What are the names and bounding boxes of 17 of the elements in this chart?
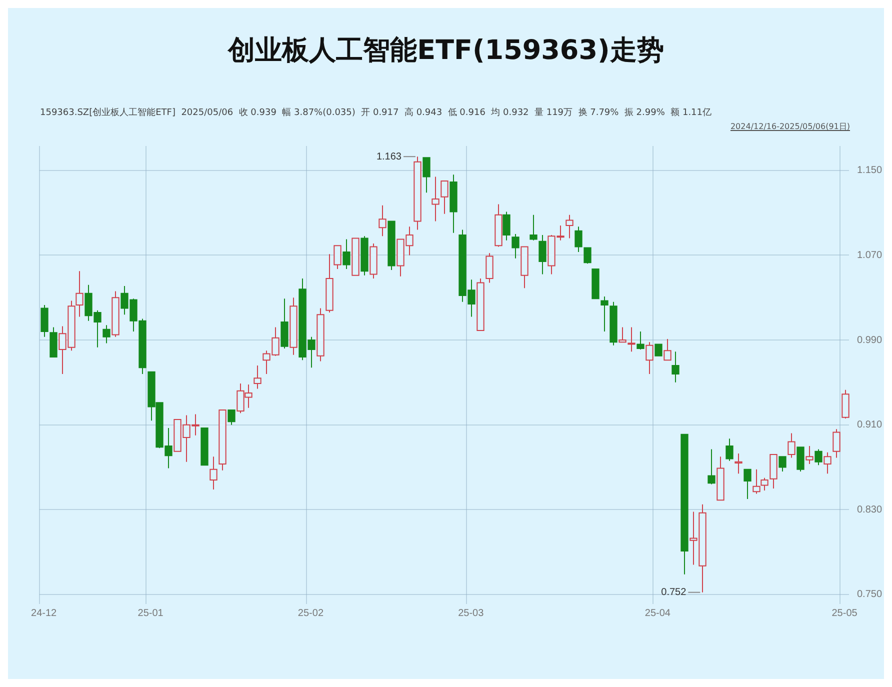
y-tick-label: 0.990: [856, 334, 882, 346]
y-tick-label: 0.910: [856, 420, 882, 431]
text: 2024/12/16-2025/05/06(91日): [729, 121, 850, 132]
y-tick-label: 1.070: [856, 250, 882, 261]
x-tick-label: 25-01: [138, 608, 164, 619]
y-tick-label: 0.750: [856, 589, 882, 600]
x-tick-label: 24-12: [31, 608, 58, 619]
x-tick-label: 25-03: [458, 608, 484, 619]
annotation: 1.163: [376, 151, 402, 162]
chart-subtitle: 159363.SZ[创业板人工智能ETF] 2025/05/06 收 0.939 幅 3.87%(0.035) 开 0.917 高 0.943 低 0.916 均 0.932 量 119万 换 7.79% 振 2.99% 额 1.11亿: [40, 106, 713, 119]
chart-title: 创业板人工智能ETF(159363)走势: [226, 34, 665, 68]
x-tick-label: 25-05: [832, 608, 858, 619]
x-tick-label: 25-04: [644, 608, 671, 619]
y-tick-label: 1.150: [856, 165, 882, 176]
y-tick-label: 0.830: [856, 504, 882, 516]
annotation: 0.752: [661, 587, 687, 598]
x-tick-label: 25-02: [298, 608, 324, 619]
